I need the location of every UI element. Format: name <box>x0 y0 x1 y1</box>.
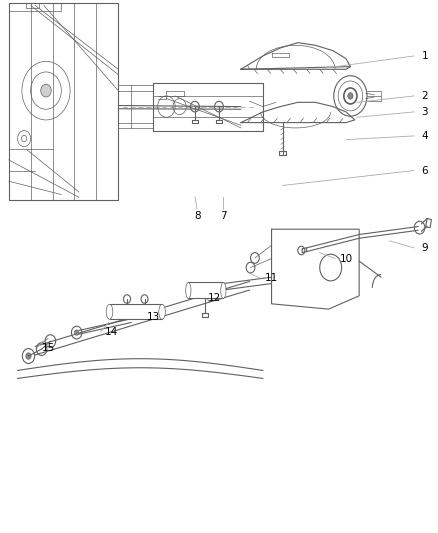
Text: 11: 11 <box>265 273 278 283</box>
Circle shape <box>348 93 353 99</box>
Text: 9: 9 <box>421 243 428 253</box>
Circle shape <box>41 84 51 97</box>
Text: 3: 3 <box>421 107 428 117</box>
Text: 2: 2 <box>421 91 428 101</box>
Text: 14: 14 <box>105 327 118 336</box>
Text: 12: 12 <box>208 294 221 303</box>
FancyBboxPatch shape <box>110 304 162 319</box>
Circle shape <box>26 353 31 359</box>
Ellipse shape <box>186 282 191 298</box>
Text: 4: 4 <box>421 131 428 141</box>
Text: 6: 6 <box>421 166 428 175</box>
Ellipse shape <box>221 282 226 298</box>
Text: 10: 10 <box>339 254 353 263</box>
Text: 8: 8 <box>194 211 201 221</box>
Text: 7: 7 <box>220 211 227 221</box>
Text: 13: 13 <box>147 312 160 322</box>
Ellipse shape <box>106 304 113 319</box>
FancyBboxPatch shape <box>188 282 223 298</box>
Text: 15: 15 <box>42 343 55 352</box>
Ellipse shape <box>159 304 166 319</box>
Text: 1: 1 <box>421 51 428 61</box>
Circle shape <box>74 330 79 335</box>
